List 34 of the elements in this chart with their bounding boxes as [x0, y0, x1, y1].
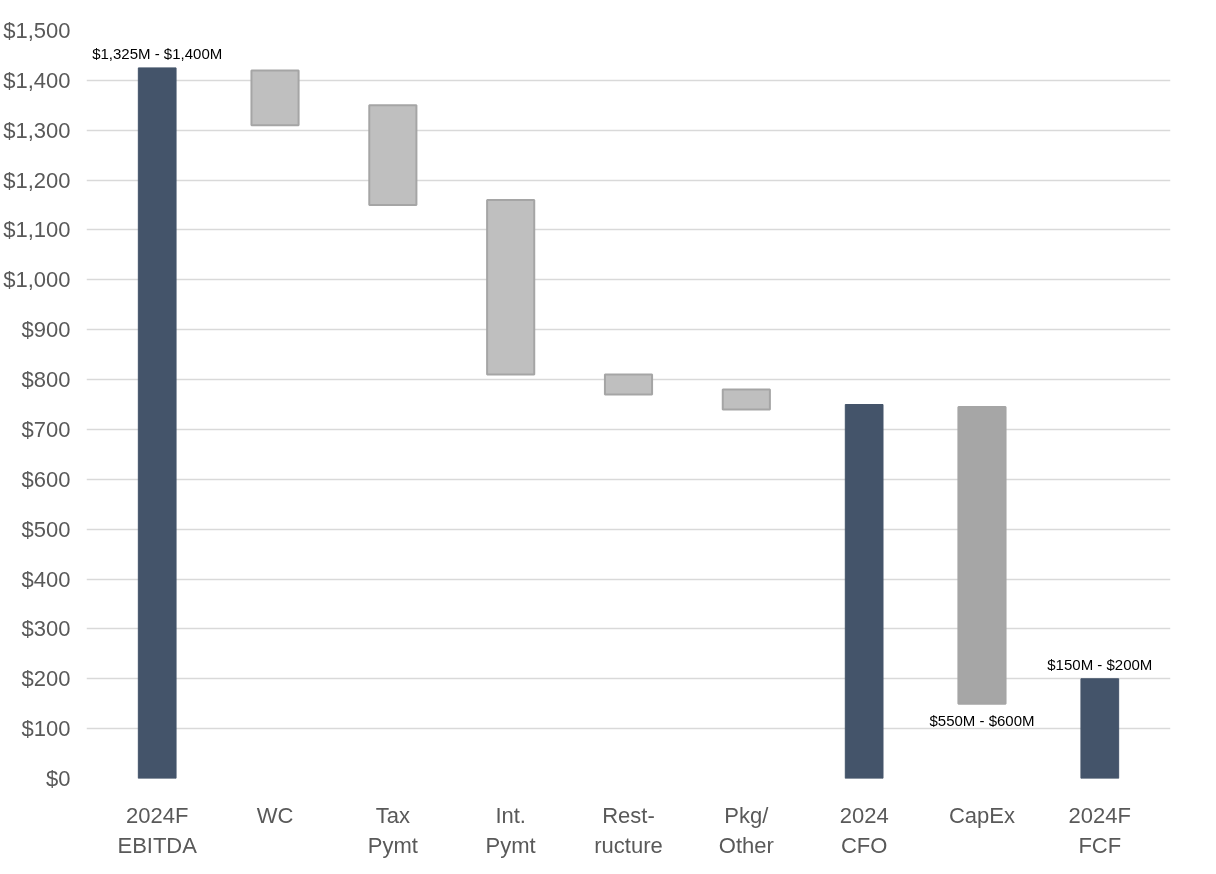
y-tick-label: $0 — [46, 766, 71, 791]
y-tick-label: $300 — [21, 616, 71, 642]
y-tick-label: $200 — [21, 666, 71, 692]
x-tick-label: 2024F FCF — [1068, 802, 1132, 858]
x-tick-label: 2024 CFO — [839, 802, 889, 858]
y-tick-label: $1,400 — [3, 67, 71, 93]
y-tick-label: $600 — [21, 466, 71, 492]
bar — [250, 69, 300, 127]
y-tick-label: $700 — [21, 416, 71, 442]
bar — [721, 388, 771, 411]
bar — [368, 104, 418, 207]
y-tick-label: $800 — [21, 367, 71, 393]
annotation: $1,325M - $1,400M — [92, 44, 223, 62]
bar — [957, 405, 1007, 705]
y-tick-label: $500 — [21, 516, 71, 542]
x-tick-label: WC — [256, 802, 294, 828]
annotation: $150M - $200M — [1047, 655, 1153, 673]
y-tick-label: $100 — [21, 716, 71, 742]
y-tick-label: $1,100 — [3, 217, 71, 243]
y-tick-label: $900 — [21, 317, 71, 343]
annotation: $550M - $600M — [929, 711, 1035, 729]
x-tick-label: Tax Pymt — [367, 802, 418, 858]
x-tick-label: 2024F EBITDA — [117, 802, 198, 858]
bar — [486, 199, 536, 376]
x-tick-label: Pkg/ Other — [718, 802, 774, 858]
y-tick-label: $1,300 — [3, 117, 71, 143]
x-tick-label: Int. Pymt — [485, 802, 536, 858]
x-tick-label: Rest- ructure — [594, 802, 663, 858]
bar — [603, 373, 654, 396]
y-tick-label: $400 — [21, 566, 71, 592]
y-tick-label: $1,000 — [3, 267, 71, 293]
y-tick-label: $1,200 — [3, 167, 71, 193]
x-tick-label: CapEx — [948, 802, 1016, 828]
y-tick-label: $1,500 — [3, 18, 71, 43]
